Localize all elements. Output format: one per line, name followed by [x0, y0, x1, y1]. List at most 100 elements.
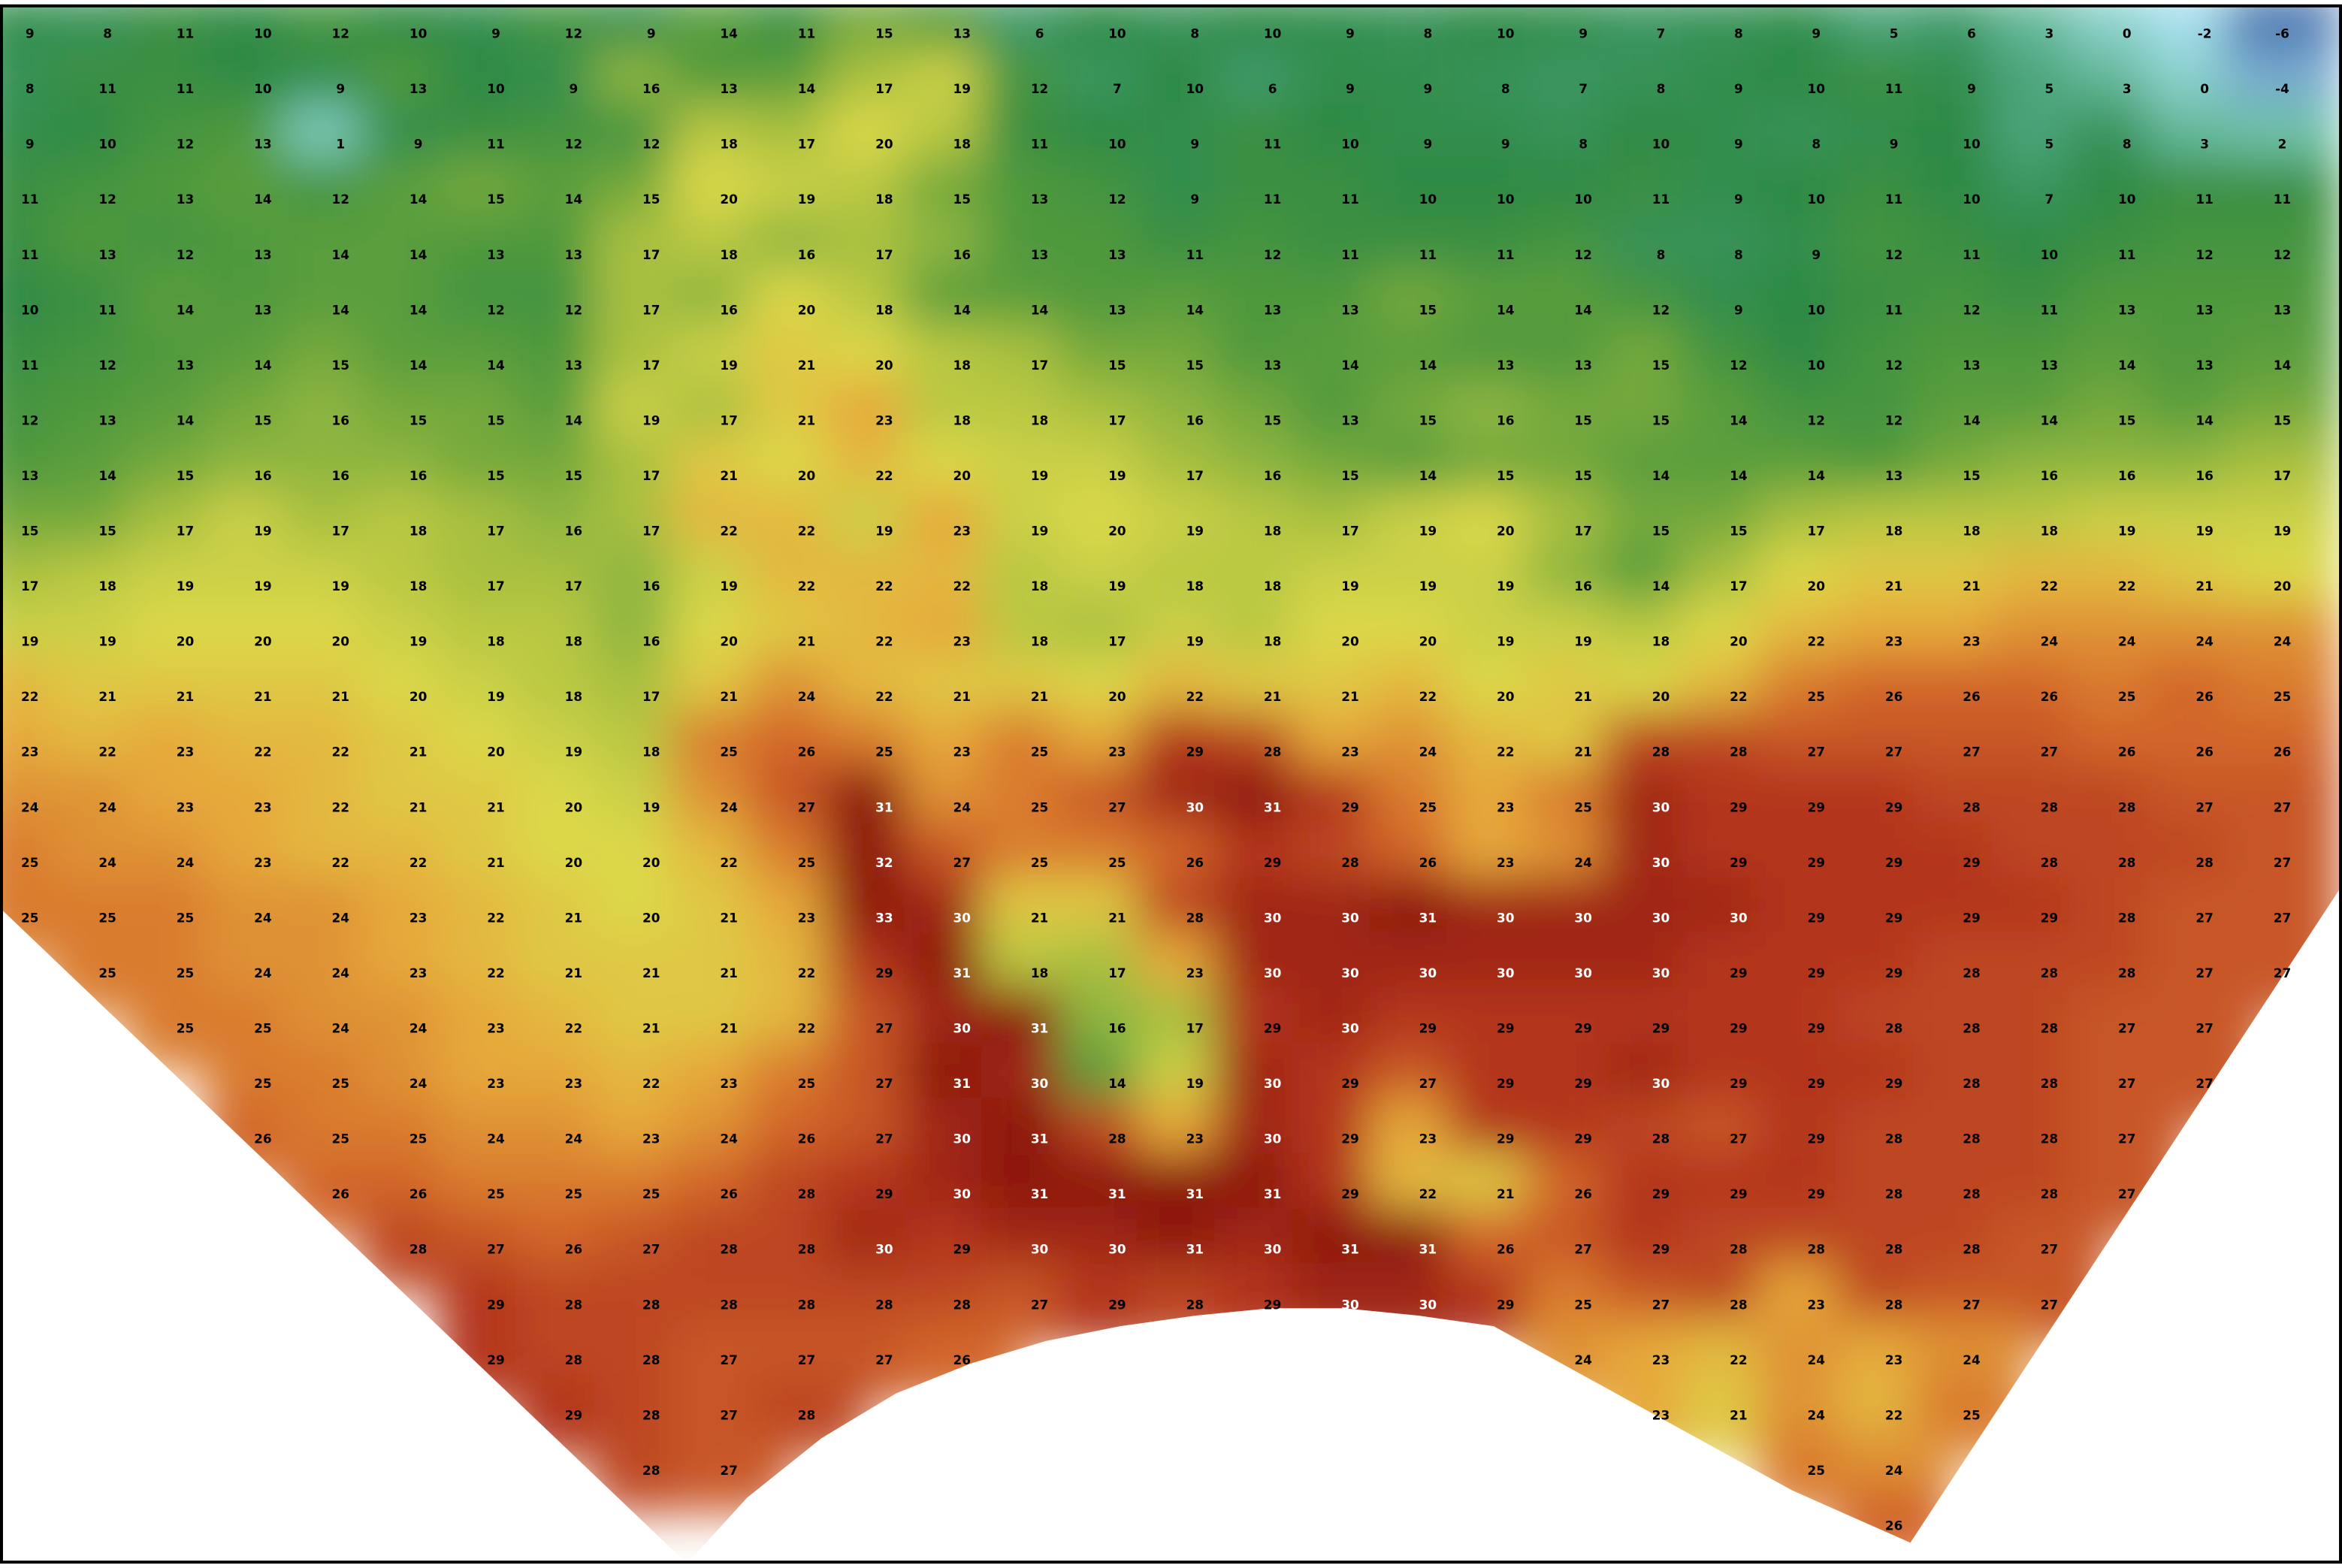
temperature-label: 12: [1808, 412, 1825, 427]
temperature-label: 8: [103, 26, 112, 41]
temperature-label: 9: [1812, 247, 1821, 262]
temperature-label: 19: [1341, 579, 1358, 594]
temperature-label: 16: [565, 524, 582, 539]
temperature-label: 27: [1808, 745, 1825, 760]
temperature-label: 16: [2118, 468, 2135, 483]
temperature-label: 13: [254, 302, 271, 317]
temperature-label: 31: [1031, 1021, 1048, 1036]
temperature-label: 18: [1264, 524, 1281, 539]
temperature-label: 26: [1885, 689, 1902, 704]
temperature-label: 12: [1963, 302, 1980, 317]
temperature-label: 11: [1341, 192, 1358, 207]
temperature-label: 29: [875, 965, 893, 980]
temperature-label: 15: [1419, 302, 1437, 317]
temperature-label: 11: [98, 302, 116, 317]
temperature-label: 7: [2045, 192, 2054, 207]
temperature-label: 8: [1579, 137, 1588, 152]
temperature-label: 13: [1031, 247, 1048, 262]
temperature-label: 11: [21, 247, 38, 262]
temperature-label: 28: [1730, 1297, 1747, 1312]
temperature-label: 15: [98, 524, 116, 539]
temperature-label: 22: [409, 855, 427, 870]
temperature-label: 27: [1652, 1297, 1670, 1312]
temperature-label: 30: [1108, 1242, 1126, 1257]
temperature-label: 22: [1885, 1407, 1902, 1422]
temperature-label: 18: [1885, 524, 1902, 539]
temperature-label: 30: [953, 1186, 970, 1201]
temperature-label: 20: [331, 634, 349, 649]
temperature-label: 13: [1497, 358, 1514, 373]
temperature-label: 20: [720, 192, 737, 207]
temperature-label: 12: [1652, 302, 1670, 317]
temperature-label: 30: [1730, 910, 1747, 925]
temperature-label: 10: [409, 26, 427, 41]
temperature-label: 17: [720, 412, 737, 427]
temperature-label: 25: [98, 910, 116, 925]
temperature-label: 14: [177, 302, 194, 317]
temperature-label: 22: [1186, 689, 1204, 704]
temperature-label: 17: [875, 247, 893, 262]
temperature-label: 24: [798, 689, 815, 704]
temperature-label: 23: [953, 634, 970, 649]
temperature-label: 21: [642, 1021, 660, 1036]
temperature-label: 8: [2123, 137, 2132, 152]
temperature-label: 24: [1574, 1352, 1591, 1367]
temperature-label: 21: [1497, 1186, 1514, 1201]
temperature-label: 27: [642, 1242, 660, 1257]
temperature-label: 17: [1808, 524, 1825, 539]
temperature-label: 21: [487, 799, 504, 814]
temperature-label: 21: [1963, 579, 1980, 594]
temperature-label: 27: [1963, 745, 1980, 760]
temperature-label: 27: [1963, 1297, 1980, 1312]
temperature-label: 29: [1652, 1021, 1670, 1036]
temperature-label: 24: [98, 855, 116, 870]
temperature-label: 24: [1808, 1352, 1825, 1367]
temperature-label: 28: [2118, 910, 2135, 925]
temperature-label: 18: [720, 137, 737, 152]
temperature-label: 28: [2041, 855, 2058, 870]
temperature-label: 12: [1885, 412, 1902, 427]
temperature-label: 24: [2274, 634, 2291, 649]
temperature-label: 12: [177, 137, 194, 152]
temperature-label: 28: [798, 1297, 815, 1312]
temperature-label: 10: [1808, 358, 1825, 373]
temperature-label: 15: [1730, 524, 1747, 539]
temperature-label: 9: [26, 26, 35, 41]
temperature-label: 10: [254, 81, 271, 96]
temperature-label: 27: [2274, 855, 2291, 870]
temperature-label: 16: [1108, 1021, 1126, 1036]
temperature-label: 21: [1264, 689, 1281, 704]
temperature-label: 13: [177, 358, 194, 373]
temperature-label: 22: [875, 579, 893, 594]
temperature-label: 18: [487, 634, 504, 649]
temperature-label: 20: [875, 137, 893, 152]
temperature-label: 20: [720, 634, 737, 649]
temperature-label: 24: [565, 1131, 582, 1147]
temperature-label: 27: [2041, 1297, 2058, 1312]
temperature-label: 27: [487, 1242, 504, 1257]
temperature-label: 17: [177, 524, 194, 539]
temperature-label: 12: [1885, 247, 1902, 262]
temperature-label: 19: [21, 634, 38, 649]
temperature-label: 31: [1419, 1242, 1437, 1257]
temperature-label: 12: [487, 302, 504, 317]
temperature-label: 15: [1264, 412, 1281, 427]
temperature-label: 5: [2045, 81, 2054, 96]
temperature-label: 18: [98, 579, 116, 594]
temperature-label: 28: [642, 1297, 660, 1312]
temperature-label: 11: [1341, 247, 1358, 262]
temperature-label: 28: [953, 1297, 970, 1312]
temperature-label: 14: [98, 468, 116, 483]
temperature-label: 23: [409, 965, 427, 980]
temperature-label: 19: [798, 192, 815, 207]
temperature-label: 24: [1419, 745, 1437, 760]
temperature-label: 21: [409, 745, 427, 760]
temperature-label: 27: [2195, 799, 2213, 814]
temperature-label: 18: [565, 689, 582, 704]
temperature-label: 16: [331, 412, 349, 427]
temperature-label: 22: [487, 910, 504, 925]
temperature-label: 29: [1808, 1021, 1825, 1036]
temperature-label: 14: [409, 302, 427, 317]
temperature-label: 18: [875, 302, 893, 317]
temperature-label: 21: [1031, 910, 1048, 925]
